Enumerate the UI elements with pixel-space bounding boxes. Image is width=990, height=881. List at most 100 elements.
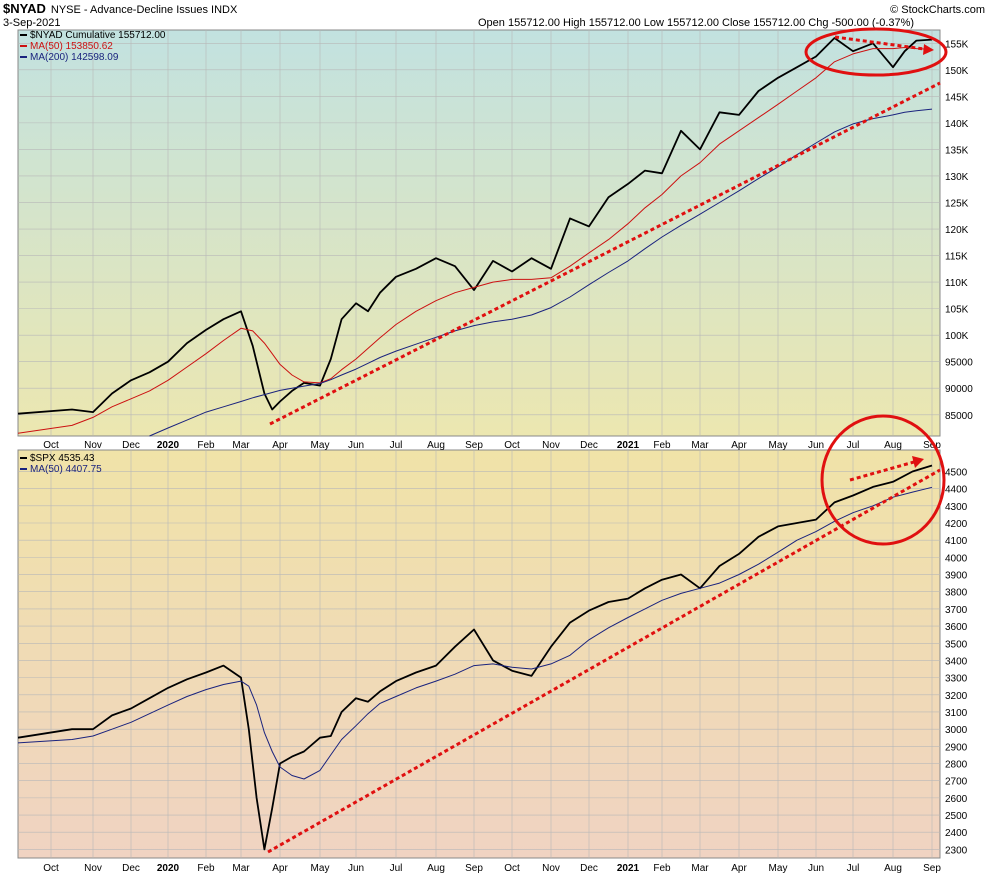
x-tick-label: Apr: [731, 863, 747, 874]
y-tick-label: 3600: [945, 622, 968, 633]
x-tick-label: Jun: [348, 440, 364, 451]
y-tick-label: 2500: [945, 811, 968, 822]
y-tick-label: 3400: [945, 656, 968, 667]
spx-trendline: [267, 468, 941, 854]
x-tick-label: Aug: [884, 440, 902, 451]
legend-label: MA(50) 153850.62: [30, 41, 113, 52]
x-tick-label: Oct: [43, 440, 59, 451]
y-tick-label: 3500: [945, 639, 968, 650]
x-tick-label: Oct: [504, 863, 520, 874]
y-tick-label: 2700: [945, 777, 968, 788]
y-tick-label: 110K: [945, 278, 968, 289]
x-tick-label: Aug: [884, 863, 902, 874]
series-line-1-1: [17, 486, 933, 780]
legend-label: MA(50) 4407.75: [30, 464, 102, 475]
x-tick-label: Nov: [84, 440, 102, 451]
y-tick-label: 3800: [945, 588, 968, 599]
x-tick-label: Oct: [504, 440, 520, 451]
x-tick-label: Nov: [542, 863, 560, 874]
y-tick-label: 3700: [945, 605, 968, 616]
y-tick-label: 90000: [945, 384, 973, 395]
x-tick-label: Feb: [197, 863, 215, 874]
spx-highlight-circle: [820, 414, 946, 546]
x-tick-label: Nov: [542, 440, 560, 451]
x-tick-label: Feb: [653, 440, 671, 451]
y-tick-label: 4100: [945, 536, 968, 547]
x-tick-label: Apr: [272, 440, 288, 451]
y-tick-label: 4200: [945, 519, 968, 530]
bottom-panel-background: [17, 449, 941, 859]
x-tick-label: 2021: [617, 863, 640, 874]
watermark: © StockCharts.com: [890, 4, 985, 16]
y-tick-label: 4300: [945, 502, 968, 513]
y-tick-label: 140K: [945, 119, 969, 130]
x-tick-label: Apr: [731, 440, 747, 451]
nyad-trendline: [269, 81, 941, 426]
x-tick-label: Aug: [427, 863, 445, 874]
x-tick-label: Dec: [580, 863, 598, 874]
y-tick-label: 145K: [945, 92, 969, 103]
x-tick-label: May: [311, 440, 330, 451]
y-tick-label: 105K: [945, 305, 969, 316]
y-tick-label: 115K: [945, 252, 968, 263]
x-tick-label: Jul: [390, 863, 403, 874]
y-tick-label: 2800: [945, 760, 968, 771]
x-tick-label: Mar: [691, 863, 709, 874]
y-tick-label: 85000: [945, 411, 973, 422]
series-line-0-1: [17, 47, 933, 434]
x-tick-label: 2021: [617, 440, 640, 451]
x-tick-label: Mar: [691, 440, 709, 451]
y-tick-label: 3900: [945, 571, 968, 582]
nyad-arrow-head: [923, 44, 934, 55]
y-tick-label: 155K: [945, 39, 969, 50]
x-tick-label: 2020: [157, 863, 180, 874]
y-tick-label: 4400: [945, 485, 968, 496]
x-tick-label: Sep: [923, 440, 941, 451]
nyad-divergence-arrow-line: [834, 35, 925, 51]
x-tick-label: Apr: [272, 863, 288, 874]
x-tick-label: Feb: [653, 863, 671, 874]
y-tick-label: 135K: [945, 145, 969, 156]
y-tick-label: 2900: [945, 742, 968, 753]
y-tick-label: 100K: [945, 331, 969, 342]
y-tick-label: 4000: [945, 553, 968, 564]
y-tick-label: 4500: [945, 467, 968, 478]
chart-title: $NYAD NYSE - Advance-Decline Issues INDX: [3, 1, 238, 16]
legend-label: MA(200) 142598.09: [30, 52, 119, 63]
y-tick-label: 125K: [945, 198, 969, 209]
y-tick-label: 3300: [945, 674, 968, 685]
x-tick-label: May: [769, 863, 788, 874]
ohlc-readout: Open 155712.00 High 155712.00 Low 155712…: [478, 17, 914, 29]
x-tick-label: May: [769, 440, 788, 451]
x-tick-label: Jul: [847, 863, 860, 874]
x-tick-label: Sep: [465, 863, 483, 874]
y-tick-label: 3000: [945, 725, 968, 736]
y-tick-label: 3200: [945, 691, 968, 702]
x-tick-label: Feb: [197, 440, 215, 451]
legend-label: $NYAD Cumulative 155712.00: [30, 30, 166, 41]
x-tick-label: Sep: [465, 440, 483, 451]
y-tick-label: 120K: [945, 225, 969, 236]
y-tick-label: 2600: [945, 794, 968, 805]
x-tick-label: Dec: [580, 440, 598, 451]
x-tick-label: Jul: [847, 440, 860, 451]
chart-date: 3-Sep-2021: [3, 17, 61, 29]
x-tick-label: Dec: [122, 440, 140, 451]
x-tick-label: Jun: [808, 863, 824, 874]
x-tick-label: Dec: [122, 863, 140, 874]
x-tick-label: 2020: [157, 440, 180, 451]
spx-arrow-head: [912, 456, 924, 468]
y-tick-label: 150K: [945, 66, 969, 77]
y-tick-label: 130K: [945, 172, 969, 183]
x-tick-label: Jul: [390, 440, 403, 451]
x-tick-label: Nov: [84, 863, 102, 874]
x-tick-label: Jun: [808, 440, 824, 451]
y-tick-label: 3100: [945, 708, 968, 719]
x-tick-label: Oct: [43, 863, 59, 874]
x-tick-label: Aug: [427, 440, 445, 451]
y-tick-label: 2400: [945, 828, 968, 839]
series-line-1-0: [17, 464, 933, 851]
x-tick-label: Jun: [348, 863, 364, 874]
